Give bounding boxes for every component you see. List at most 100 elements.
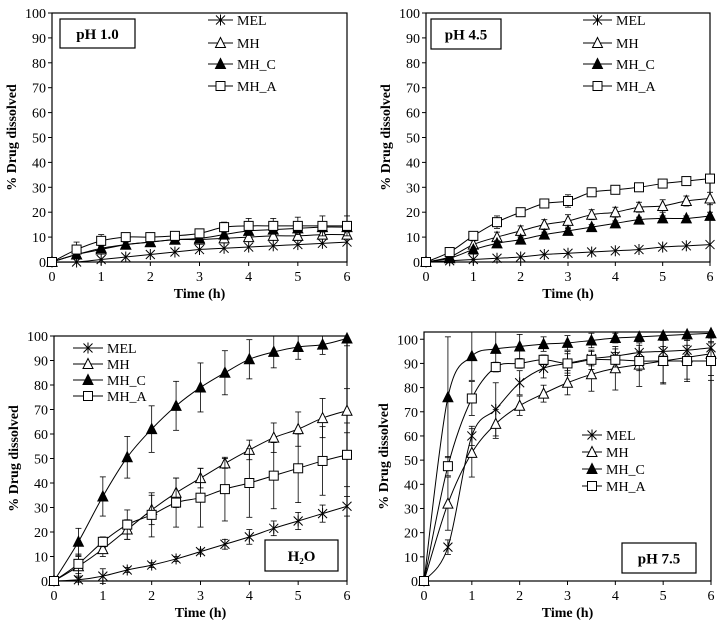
y-tick-label: 20 [406,206,420,221]
data-point [292,229,304,241]
data-point [585,333,598,346]
data-point [466,349,478,362]
y-tick-label: 100 [27,330,48,345]
legend-entry: MH_C [582,462,645,478]
series-mh-a [49,422,352,586]
data-point [585,367,598,380]
condition-label: pH 4.5 [445,28,488,44]
data-point [267,431,280,443]
data-point [317,220,328,231]
legend-label: MH [616,37,639,52]
data-point [292,239,303,251]
legend-entry: MEL [583,14,646,29]
x-tick-label: 4 [245,270,252,285]
chart-panel: 0 10 20 30 40 50 60 70 80 90 100 0 1 2 3 4 5 6 Time (h) % D… [379,7,716,302]
data-point [95,241,107,254]
x-tick-label: 4 [612,270,619,285]
data-point [97,536,108,547]
data-point [563,195,573,206]
series-mh-a [419,338,716,586]
legend-label: MH_C [107,374,146,389]
data-point [244,531,255,543]
condition-label-box [430,18,502,50]
y-tick-label: 40 [404,478,418,493]
data-point [293,463,304,474]
data-point [341,331,353,344]
data-point [538,227,551,240]
y-tick-label: 0 [411,575,418,590]
y-tick-label: 100 [399,7,420,22]
x-tick-label: 0 [49,270,56,285]
y-tick-label: 40 [32,156,46,171]
data-point [442,461,453,472]
x-tick-label: 3 [197,589,204,604]
data-point [704,209,716,221]
data-point [169,230,180,241]
data-point [656,199,669,211]
y-tick-label: 80 [404,382,418,397]
legend-label: MEL [616,14,646,29]
data-point [316,337,329,350]
data-point [120,232,131,243]
legend-marker [214,57,227,69]
x-tick-label: 5 [294,270,301,285]
data-point [292,220,303,231]
data-point [443,541,453,553]
data-point [119,237,132,250]
chart-panel: 0 10 20 30 40 50 60 70 80 90 100 0 1 2 3 4 5 6 Time (h) % D… [377,326,717,621]
data-point [220,538,230,550]
data-point [681,327,693,340]
data-point [467,242,480,255]
data-point [515,207,526,218]
data-point [121,450,134,463]
data-point [609,205,622,218]
x-tick-label: 2 [516,589,523,604]
x-tick-label: 6 [344,270,351,285]
legend-marker [215,14,226,26]
data-point [443,251,456,264]
data-point [72,535,85,547]
data-point [97,542,109,555]
data-point [421,257,431,267]
legend-entry: MH_C [208,57,276,73]
x-tick-label: 6 [344,589,351,604]
x-tick-label: 1 [470,270,477,285]
y-tick-label: 0 [39,256,46,271]
y-tick-label: 60 [406,107,420,122]
data-point [468,254,479,266]
data-point [491,236,503,249]
data-point [489,417,502,429]
data-point [219,366,231,378]
data-point [194,228,205,239]
data-point [490,362,501,373]
legend-entry: MH [582,445,629,461]
legend-marker [83,342,93,354]
data-point [442,497,454,509]
data-point [97,489,109,502]
data-point [268,470,279,481]
data-point [170,399,182,411]
legend-label: MH_C [237,58,276,73]
data-point [514,232,527,245]
data-point [515,251,526,263]
legend-entry: MEL [582,429,636,444]
legend-label: MH_A [107,390,148,405]
y-tick-label: 10 [404,551,418,566]
x-tick-label: 4 [246,589,253,604]
y-tick-label: 90 [406,32,420,47]
legend-label: MEL [237,14,267,29]
legend-marker [587,429,597,441]
condition-label: H₂O [288,549,316,565]
y-tick-label: 80 [32,57,46,72]
legend-label: MH_C [616,58,655,73]
data-point [561,376,574,388]
condition-label-box [621,542,697,574]
data-point [73,558,84,569]
y-tick-label: 80 [34,379,48,394]
x-tick-label: 1 [99,589,106,604]
data-point [609,361,622,374]
data-point [706,356,716,367]
chart-panel: 0 10 20 30 40 50 60 70 80 90 100 0 1 2 3 4 5 6 Time (h) % D… [5,7,353,302]
legend-entry: MH [583,36,639,52]
data-point [342,220,352,231]
